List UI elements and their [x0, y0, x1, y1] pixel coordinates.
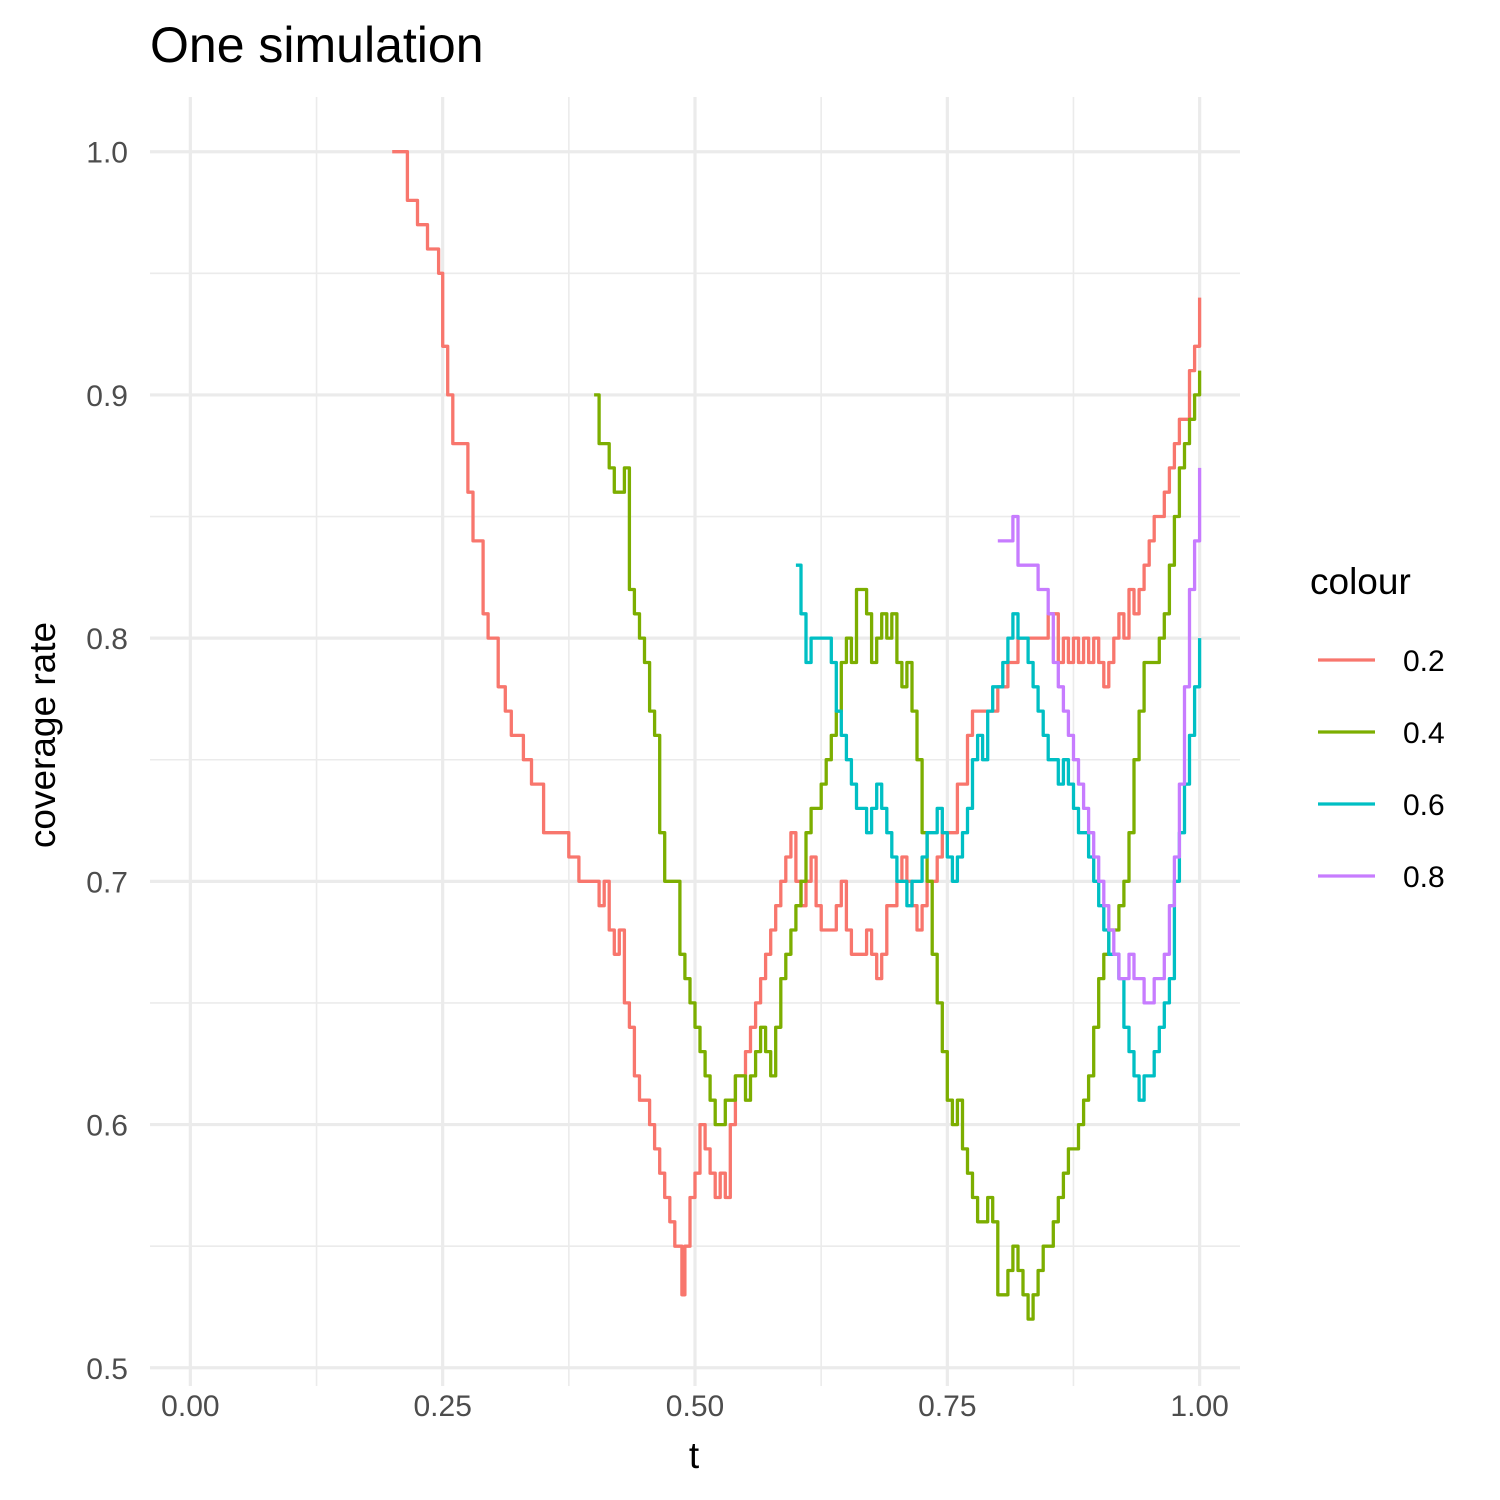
legend-label: 0.8 — [1403, 861, 1445, 894]
y-tick-label: 0.9 — [86, 380, 128, 413]
legend-label: 0.2 — [1403, 645, 1445, 678]
series-line-0-4 — [594, 370, 1202, 1321]
x-axis-title: t — [689, 1435, 700, 1476]
x-tick-label: 0.75 — [918, 1390, 976, 1423]
x-axis-tick-labels: 0.00 0.25 0.50 0.75 1.00 — [161, 1390, 1229, 1423]
x-tick-label: 0.00 — [161, 1390, 219, 1423]
chart-title: One simulation — [150, 17, 484, 73]
legend-label: 0.6 — [1403, 789, 1445, 822]
legend-items: 0.2 0.4 0.6 0.8 — [1318, 645, 1445, 894]
legend-title: colour — [1310, 561, 1411, 602]
legend-label: 0.4 — [1403, 717, 1445, 750]
x-tick-label: 0.25 — [413, 1390, 471, 1423]
y-tick-label: 0.5 — [86, 1353, 128, 1386]
y-axis-title: coverage rate — [22, 622, 63, 848]
series-line-0-6 — [795, 563, 1202, 1102]
y-tick-label: 0.8 — [86, 623, 128, 656]
y-axis-tick-labels: 0.5 0.6 0.7 0.8 0.9 1.0 — [86, 137, 128, 1386]
series-lines — [392, 150, 1202, 1321]
y-tick-label: 1.0 — [86, 137, 128, 170]
legend: colour 0.2 0.4 0.6 0.8 — [1310, 561, 1445, 894]
series-line-0-8 — [997, 467, 1202, 1005]
y-tick-label: 0.6 — [86, 1110, 128, 1143]
x-tick-label: 1.00 — [1170, 1390, 1228, 1423]
y-tick-label: 0.7 — [86, 866, 128, 899]
x-tick-label: 0.50 — [666, 1390, 724, 1423]
